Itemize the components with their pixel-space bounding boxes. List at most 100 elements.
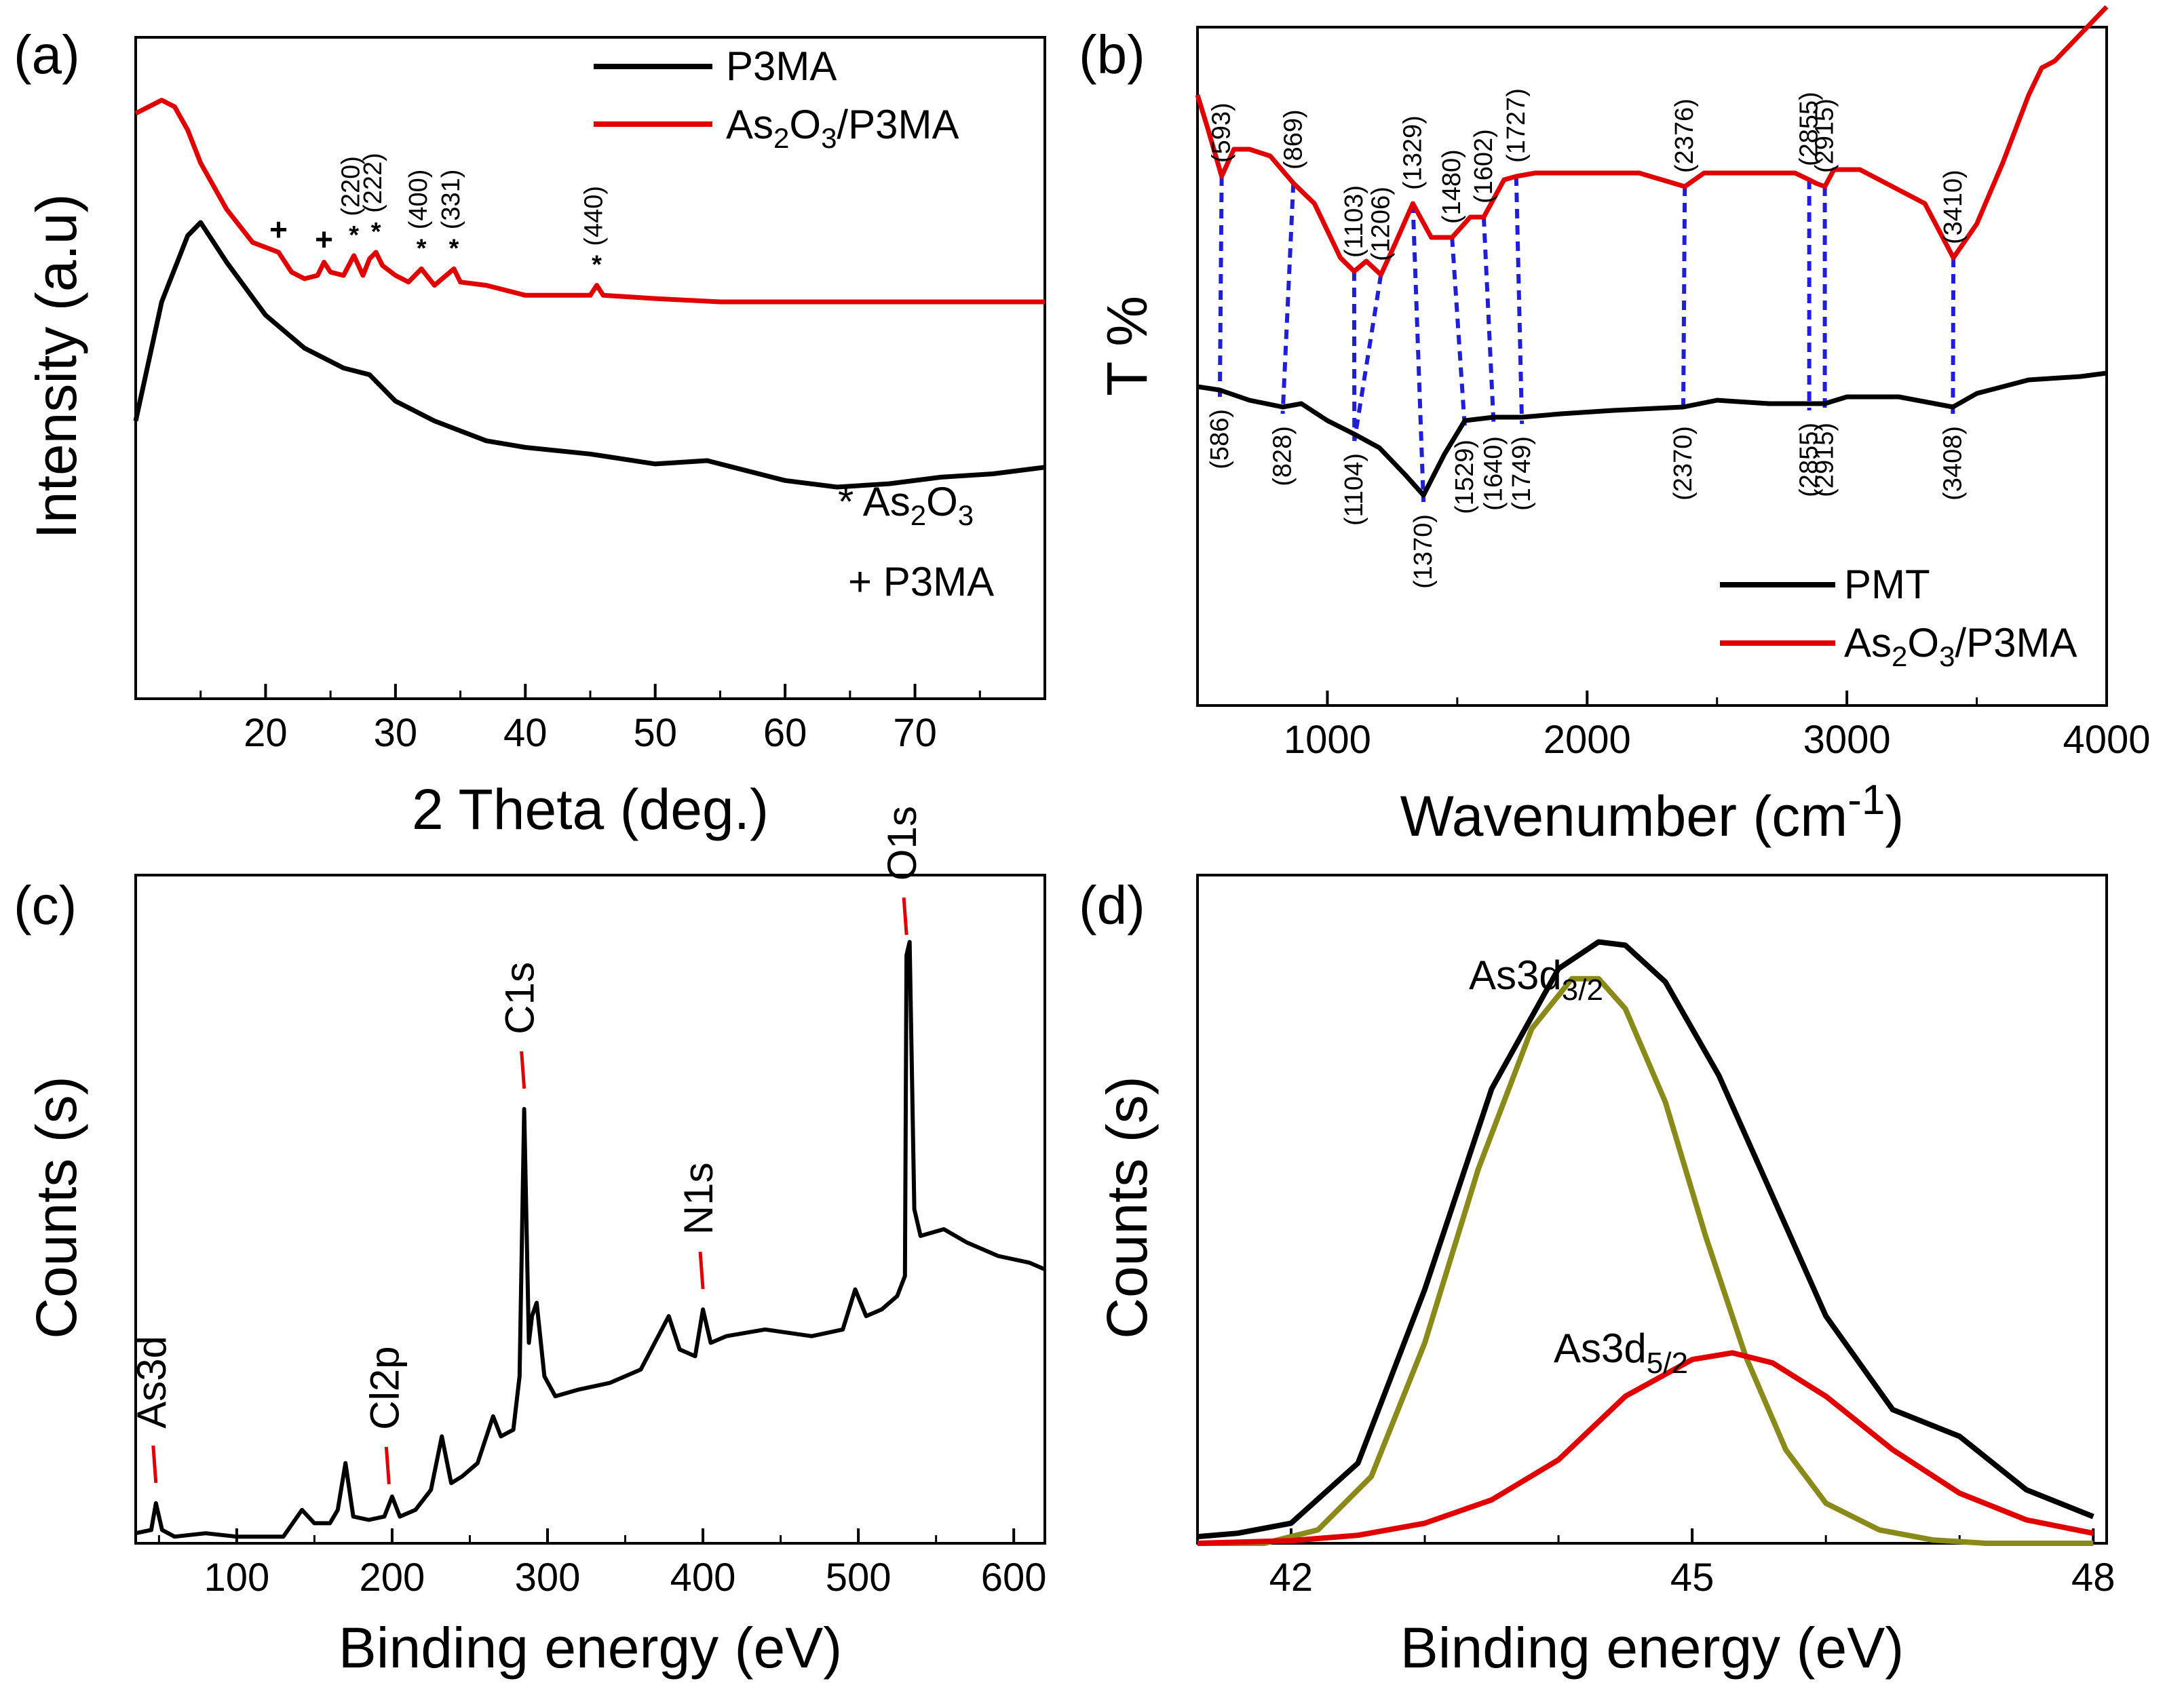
panel-a-label: (a) [14,24,80,85]
panel-c-frame [134,874,1046,1545]
legend-label-as2o3-p3ma-b: As2O3/P3MA [1844,620,2077,672]
legend-label-as2o3-p3ma: As2O3/P3MA [726,102,959,154]
peak-guide-line [1450,237,1467,428]
peak-marker: * [417,234,427,263]
peak-label: (400) [404,170,433,230]
legend-label-pmt: PMT [1844,562,1930,607]
panel-a-xlabel: 2 Theta (deg.) [412,777,769,841]
peak-label-red: (1103) [1340,185,1368,258]
peak-label-red: (2855) [1795,92,1824,166]
peak-marker: + [315,222,333,257]
peak-label-black: (2855) [1795,423,1824,497]
peak-label: (220) [337,156,366,216]
xtick-label: 3000 [1803,718,1891,762]
xtick-label: 2000 [1544,718,1631,762]
panel-d-xlabel: Binding energy (eV) [1400,1616,1904,1680]
peak-marker: * [371,218,381,246]
annotation-as3d-3-2: As3d3/2 [1469,952,1603,1007]
panel-d-xticks: 42 45 48 [1269,1528,2115,1600]
panel-c-ylabel: Counts (s) [24,1076,88,1338]
peak-marker: + [269,212,288,247]
xtick-label: 60 [763,711,807,755]
peak-label-black: (828) [1269,426,1297,486]
peak-label-red: (2915) [1811,98,1839,173]
panel-a-ylabel: Intensity (a.u) [24,194,88,539]
peak-guide-line [1681,186,1687,414]
panel-a-xticks: 20 30 40 50 60 70 [134,684,1046,755]
peak-guide-line [1481,216,1496,425]
xtick-label: 50 [633,711,677,755]
series-line-p3ma [133,220,1046,490]
peak-label-black: (1529) [1451,440,1479,514]
peak-label-black: (3408) [1938,426,1967,501]
peak-label: O1s [879,806,925,881]
peak-label: Cl2p [362,1346,407,1429]
series-line-envelope [1197,939,2094,1540]
peak-label-red: (869) [1279,109,1307,170]
xtick-label: 200 [360,1556,425,1600]
peak-label-red: (3410) [1939,170,1968,244]
peak-label-black: (1370) [1409,514,1438,589]
xtick-label: 600 [981,1556,1047,1600]
peak-label: (440) [580,186,609,246]
panel-c-xticks: 100 200 300 400 500 600 [157,1528,1047,1600]
xtick-label: 45 [1670,1556,1714,1600]
peak-label: N1s [676,1163,721,1235]
xtick-label: 100 [204,1556,269,1600]
panel-b-frame [1196,26,2108,707]
panel-b-xticks: 1000 2000 3000 4000 [1196,691,2151,762]
peak-label-black: (1640) [1479,436,1508,511]
peak-label: (331) [437,170,465,230]
xtick-label: 42 [1269,1556,1314,1600]
peak-label-black: (2915) [1811,423,1839,497]
peak-pointer [698,1252,705,1290]
xtick-label: 300 [515,1556,581,1600]
panel-c-label: (c) [14,875,77,935]
peak-label: C1s [497,962,543,1035]
annotation-as3d-5-2: As3d5/2 [1554,1326,1688,1380]
peak-guide-line [1280,182,1296,414]
peak-label-black: (586) [1206,409,1234,469]
xtick-label: 500 [826,1556,892,1600]
peak-label-black: (1749) [1508,436,1536,511]
peak-label-red: (593) [1208,102,1236,163]
legend-label-p3ma: P3MA [726,43,837,89]
panel-c: (c) 100 200 300 400 500 600 As3d Cl2p C1s N1s O1s… [14,806,1047,1680]
panel-b-legend: PMT As2O3/P3MA [1720,562,2077,672]
panel-c-xlabel: Binding energy (eV) [339,1616,842,1680]
panel-b-ylabel: T % [1095,296,1159,396]
series-line-as3d5-2 [1197,1350,2094,1546]
peak-marker: * [592,251,602,279]
panel-a-peak-markers: + + *(220)*(222)*(400)*(331)*(440) [269,153,608,279]
panel-b-xlabel: Wavenumber (cm-1) [1400,777,1904,848]
xtick-label: 70 [893,711,937,755]
peak-label-red: (2376) [1670,98,1699,173]
annotation-plus-p3ma: + P3MA [848,559,994,604]
peak-pointer [902,897,908,935]
peak-guide-line [1217,176,1224,398]
xtick-label: 30 [374,711,418,755]
peak-label-red: (1727) [1502,88,1531,163]
panel-d: (d) 42 45 48 As3d3/2 As3d5/2 Binding energ… [1079,874,2115,1680]
xtick-label: 4000 [2063,718,2150,762]
xtick-label: 400 [670,1556,736,1600]
panel-b-peak-guides [1217,176,1956,503]
peak-label-black: (2370) [1669,426,1698,501]
peak-guide-line [1514,176,1525,425]
peak-pointer [384,1446,391,1485]
panel-d-label: (d) [1079,875,1145,935]
panel-c-peak-labels: As3d Cl2p C1s N1s O1s [129,806,925,1485]
peak-marker: * [349,221,359,250]
panel-c-series [135,940,1046,1539]
xtick-label: 20 [244,711,288,755]
series-line-survey [135,940,1046,1539]
peak-marker: * [449,234,459,263]
panel-b: (b) 1000 2000 3000 4000 (593) (869) (1103)(12… [1079,5,2151,848]
panel-a-series [133,98,1046,490]
xtick-label: 40 [503,711,548,755]
xtick-label: 1000 [1284,718,1371,762]
peak-label-black: (1104) [1340,453,1368,526]
peak-label-red: (1206) [1366,187,1395,261]
peak-guide-line [1411,203,1426,503]
peak-label-red: (1602) [1470,129,1498,204]
